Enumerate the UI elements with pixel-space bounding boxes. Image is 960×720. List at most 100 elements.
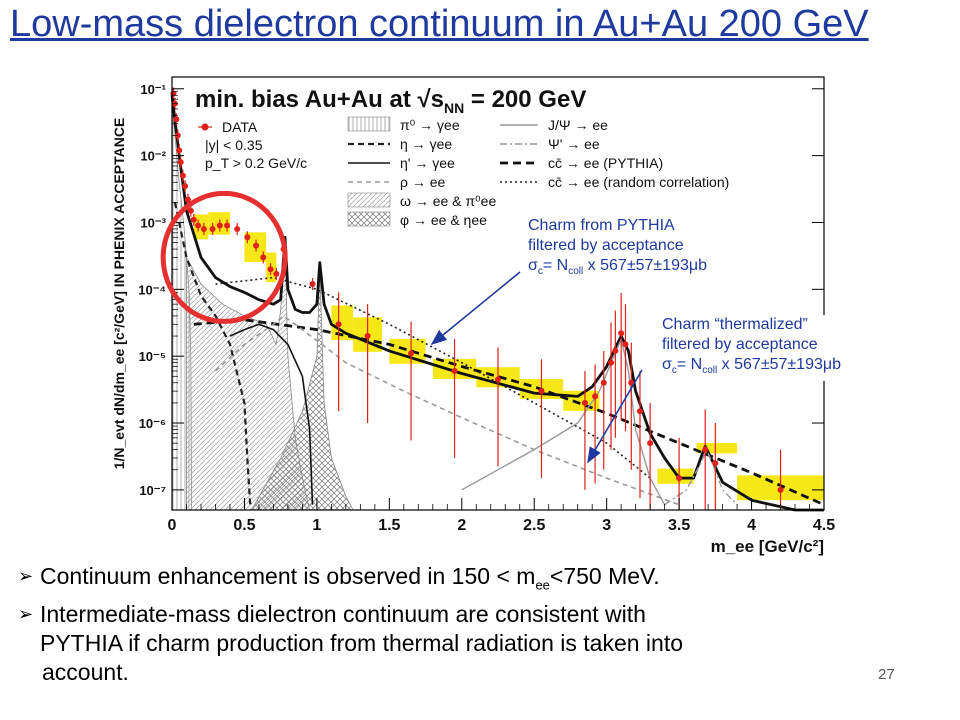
data-point-4	[176, 147, 183, 154]
x-tick-label: 4	[747, 517, 756, 534]
data-point-34	[612, 347, 619, 354]
syst-band-12	[696, 442, 738, 454]
page-number: 27	[878, 666, 895, 683]
formula-mid: = N	[542, 257, 569, 274]
annotation-formula: σc= Ncoll x 567±57±193μb	[662, 355, 841, 381]
syst-band-11	[657, 468, 694, 484]
y-tick-label: 10⁻²	[140, 149, 166, 164]
x-axis-label: m_ee [GeV/c²]	[711, 537, 824, 556]
data-point-11	[195, 222, 202, 229]
y-tick-label: 10⁻⁵	[139, 349, 166, 364]
ncoll-subscript: coll	[702, 365, 718, 377]
syst-band-4	[331, 305, 354, 341]
data-point-16	[234, 225, 241, 232]
bullet-1-text: Continuum enhancement is observed in 150…	[40, 563, 536, 589]
data-point-40	[676, 475, 683, 482]
data-point-18	[253, 242, 260, 249]
legend-label: J/Ψ → ee	[548, 117, 608, 133]
data-point-25	[364, 333, 371, 340]
annotation-line1: Charm “thermalized”	[662, 316, 808, 333]
data-point-26	[408, 350, 415, 357]
series-5-line	[461, 338, 666, 506]
y-tick-label: 10⁻⁴	[138, 282, 166, 297]
series-4-line	[214, 315, 680, 506]
data-point-38	[636, 408, 643, 415]
x-tick-label: 1.5	[378, 517, 400, 534]
legend-label: ρ → ee	[400, 174, 446, 190]
data-point-12	[200, 225, 207, 232]
y-tick-label: 10⁻¹	[140, 82, 166, 97]
data-point-36	[622, 341, 629, 348]
sigma-symbol: σ	[528, 257, 538, 274]
data-point-43	[777, 486, 784, 493]
axes: 0 0.5 1 1.5 2 2.5 3 3.5 4 4.5 10⁻⁷ 10⁻⁶ 10⁻⁵ 10⁻⁴ 10⁻³…	[111, 76, 835, 556]
data-point-17	[244, 234, 251, 241]
formula-tail: x 567±57±193μb	[717, 356, 841, 373]
arrow-bullet-icon: ➢	[18, 566, 34, 586]
legend-label: π⁰ → γee	[400, 117, 460, 133]
legend-cut-label: p_T > 0.2 GeV/c	[205, 155, 307, 171]
legend-label: DATA	[222, 119, 258, 135]
arrow-bullet-icon: ➢	[18, 603, 34, 624]
data-point-21	[273, 270, 280, 277]
series-7-line	[229, 323, 314, 505]
x-tick-label: 4.5	[813, 517, 835, 534]
data-point-7	[182, 183, 189, 190]
chart: 0 0.5 1 1.5 2 2.5 3 3.5 4 4.5 10⁻⁷ 10⁻⁶ 10⁻⁵ 10⁻⁴ 10⁻³…	[100, 55, 840, 560]
legend-label: φ → ee & ηee	[400, 212, 487, 228]
y-tick-label: 10⁻³	[140, 215, 166, 230]
formula-mid: = N	[676, 356, 703, 373]
sigma-symbol: σ	[662, 356, 672, 373]
data-point-41	[702, 446, 709, 453]
legend-swatch	[347, 192, 391, 208]
data-point-10	[190, 216, 197, 223]
data-point-39	[647, 440, 654, 447]
annotation-line2: filtered by acceptance	[528, 237, 684, 254]
data-point-35	[618, 330, 625, 337]
x-tick-label: 1	[312, 517, 321, 534]
data-point-24	[335, 321, 342, 328]
data-point-15	[224, 222, 231, 229]
sigma-subscript: c	[537, 266, 543, 278]
slide-title: Low-mass dielectron continuum in Au+Au 2…	[10, 3, 869, 45]
x-tick-label: 0.5	[233, 517, 255, 534]
data-point-13	[209, 225, 216, 232]
x-tick-label: 2.5	[523, 517, 545, 534]
data-point-14	[216, 222, 223, 229]
data-point-5	[177, 159, 184, 166]
data-point-42	[712, 460, 719, 467]
bullet-1-text-end: <750 MeV.	[549, 563, 660, 589]
syst-band-0	[193, 214, 209, 240]
bullet-2-line3: account.	[42, 658, 129, 685]
bullet-item-1: ➢ Continuum enhancement is observed in 15…	[18, 562, 948, 600]
x-tick-label: 0	[168, 517, 177, 534]
bullet-item-2: ➢ Intermediate-mass dielectron continuum …	[18, 600, 948, 629]
chart-title: min. bias Au+Au at √sNN = 200 GeV	[195, 86, 586, 116]
enhancement-highlight-ring	[160, 190, 288, 324]
annotation-formula: σc= Ncoll x 567±57±193μb	[528, 256, 707, 282]
series-3-line	[173, 202, 252, 505]
legend-label: cc̄ → ee (PYTHIA)	[548, 155, 663, 171]
annotation-line2: filtered by acceptance	[662, 336, 818, 353]
data-point-23	[309, 281, 316, 288]
x-tick-label: 3	[602, 517, 611, 534]
x-tick-label: 3.5	[668, 517, 690, 534]
annotation-charm-pythia: Charm from PYTHIA filtered by acceptance…	[526, 216, 709, 283]
data-point-28	[495, 376, 501, 383]
data-point-20	[267, 266, 274, 273]
y-tick-label: 10⁻⁶	[139, 416, 166, 431]
y-tick-label: 10⁻⁷	[139, 483, 166, 498]
ncoll-subscript: coll	[568, 266, 584, 278]
formula-tail: x 567±57±193μb	[583, 257, 707, 274]
legend-label: η → γee	[400, 136, 452, 152]
legend-label: Ψ' → ee	[548, 136, 600, 152]
cocktail-fill-layer	[171, 95, 354, 511]
sigma-subscript: c	[671, 365, 677, 377]
annotation-line1: Charm from PYTHIA	[528, 217, 675, 234]
legend-label: η' → γee	[400, 155, 455, 171]
bullet-2-line1: Intermediate-mass dielectron continuum a…	[40, 600, 646, 627]
data-point-29	[538, 388, 545, 395]
data-point-32	[600, 379, 607, 386]
annotation-charm-thermalized: Charm “thermalized” filtered by acceptan…	[660, 315, 843, 382]
legend-label: cc̄ → ee (random correlation)	[548, 174, 729, 190]
